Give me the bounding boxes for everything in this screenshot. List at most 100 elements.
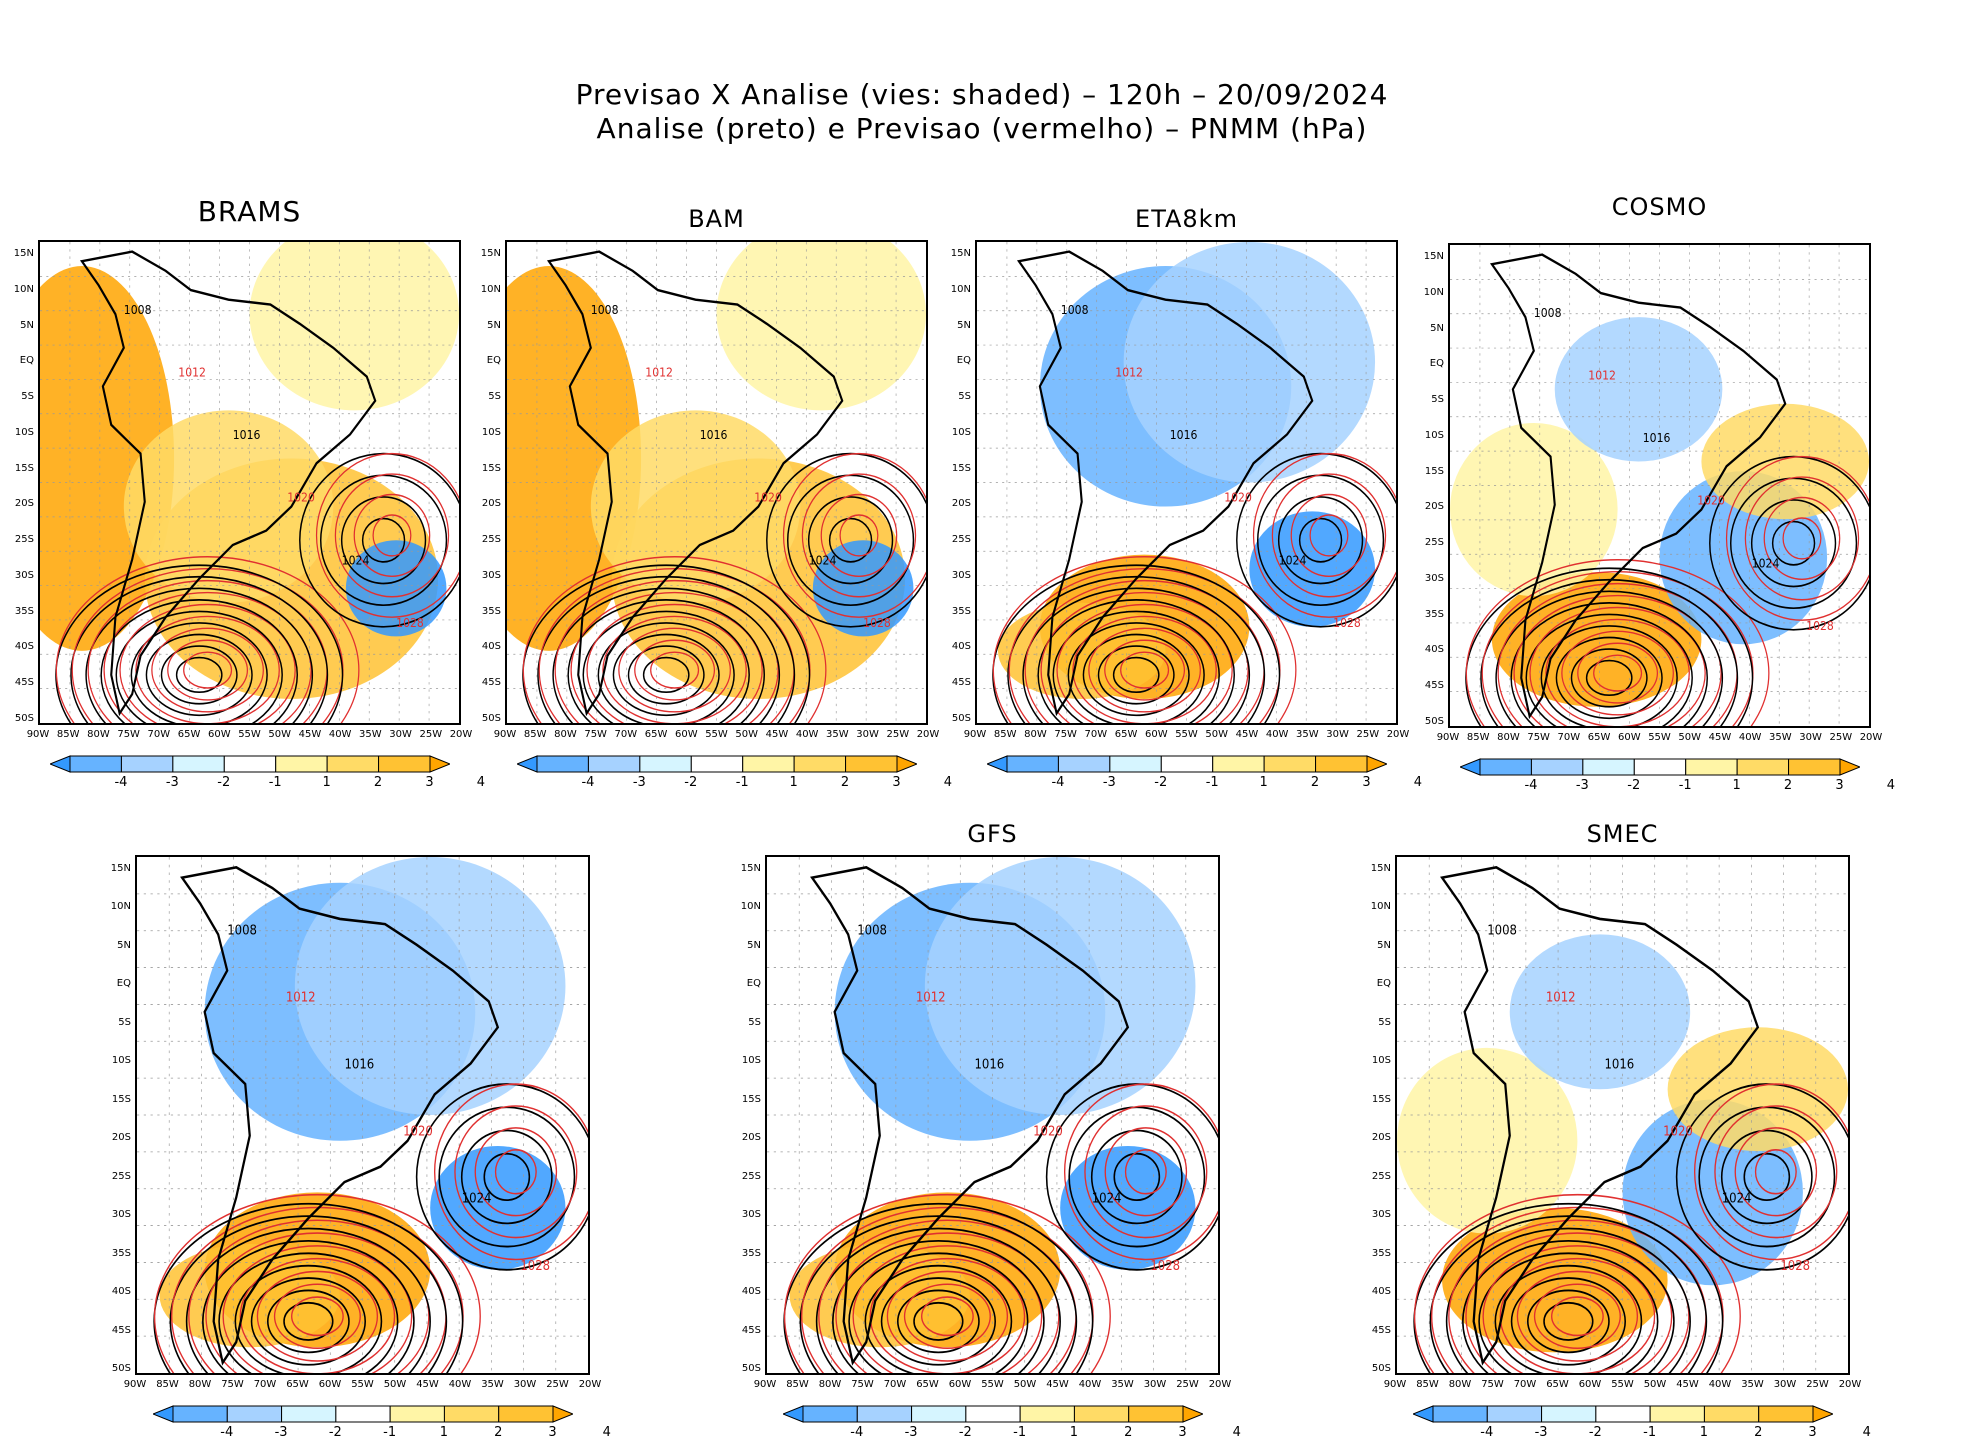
lat-tick-label: 50S [14, 713, 34, 724]
contour-label: 1012 [178, 365, 206, 380]
analysis-contour [612, 633, 720, 717]
colorbar-swatch [793, 755, 846, 773]
forecast-contour [353, 493, 431, 578]
analysis-contour [283, 1301, 334, 1341]
lat-tick-label: 35S [741, 1247, 761, 1259]
lat-tick-label: 25S [481, 534, 501, 546]
bias-shading-4 [1554, 317, 1723, 462]
lon-tick-label: 35W [1741, 1379, 1764, 1390]
analysis-contour [1022, 587, 1251, 723]
forecast-contour [903, 1283, 991, 1350]
colorbar-tick-label: -2 [328, 1425, 342, 1440]
lon-tick-label: 70W [883, 1379, 907, 1390]
lon-tick-label: 25W [1176, 1379, 1199, 1390]
colorbar-tick-label: -1 [268, 775, 282, 790]
forecast-contour [273, 1283, 361, 1350]
colorbar-swatch [389, 1405, 445, 1423]
analysis-contour [340, 496, 427, 585]
map-panel-eta8km: 1008 1012 1016 1020 1024 1028 [975, 240, 1398, 725]
figure-title-line1: Previsao X Analise (vies: shaded) – 120h… [575, 78, 1389, 111]
lon-tick-label: 75W [584, 729, 607, 740]
analysis-contour [100, 599, 298, 723]
colorbar-tick-label: 1 [439, 1425, 449, 1440]
lon-tick-label: 20W [1859, 732, 1883, 743]
contour-label: 1008 [591, 302, 619, 317]
colorbar-tick-label: -1 [735, 775, 749, 790]
analysis-contour [807, 496, 894, 585]
lat-tick-label: 20S [741, 1132, 761, 1144]
lat-tick-label: 50S [481, 713, 501, 724]
colorbar-swatch [172, 1405, 228, 1423]
lat-tick-label: EQ [746, 978, 761, 990]
colorbar-tick-label: 1 [1699, 1425, 1709, 1440]
forecast-contour [153, 1193, 481, 1373]
analysis-contour [1090, 1129, 1183, 1225]
forecast-contour [839, 514, 879, 557]
lat-tick-label: 50S [1424, 716, 1444, 727]
panel-title-brams: BRAMS [197, 195, 302, 228]
analysis-contour [1277, 496, 1364, 585]
lon-tick-label: 40W [448, 1379, 472, 1390]
lat-tick-label: 45S [1371, 1324, 1391, 1336]
lat-tick-label: 10S [14, 426, 34, 438]
forecast-contour [1104, 1127, 1188, 1217]
forecast-contour [167, 639, 249, 701]
forecast-contour [1124, 1149, 1167, 1195]
colorbar-swatch [1684, 758, 1738, 776]
contour-label: 1020 [287, 490, 315, 505]
colorbar-swatch [1581, 758, 1635, 776]
lat-tick-label: EQ [956, 355, 971, 367]
lat-tick-label: 20S [1424, 501, 1444, 513]
colorbar-swatch [1479, 758, 1532, 776]
lat-tick-label: 45S [951, 677, 971, 689]
lat-tick-label: 5N [487, 319, 501, 331]
colorbar-swatch [1019, 1405, 1075, 1423]
colorbar-swatch [1412, 1405, 1433, 1423]
colorbar-swatch [910, 1405, 966, 1423]
contour-label: 1012 [1588, 368, 1616, 383]
colorbar-tick-label: 4 [1413, 775, 1423, 790]
contour-label: 1028 [863, 615, 891, 630]
colorbar-swatch [1736, 758, 1789, 776]
lat-tick-label: 25S [14, 534, 34, 546]
lon-tick-label: 50W [735, 729, 759, 740]
colorbar-tick-label: -4 [114, 775, 128, 790]
lon-tick-label: 25W [1829, 732, 1853, 743]
lon-tick-label: 65W [177, 729, 201, 740]
colorbar-tick-label: -4 [1524, 778, 1538, 793]
colorbar-tick-label: 4 [602, 1425, 611, 1440]
forecast-contour [852, 1245, 1043, 1373]
lon-tick-label: 55W [1648, 732, 1671, 743]
analysis-contour [1495, 590, 1724, 726]
colorbar-tick-label: 3 [1835, 778, 1844, 793]
colorbar-tick-label: 4 [476, 775, 486, 790]
colorbar-swatch [552, 1405, 573, 1423]
lat-tick-label: 15N [480, 248, 501, 259]
map-panel-unnamed: 1008 1012 1016 1020 1024 1028 [135, 855, 590, 1375]
lat-tick-label: 35S [951, 605, 971, 617]
lon-tick-label: 90W [1383, 1379, 1407, 1390]
lon-tick-label: 85W [1466, 732, 1490, 743]
lat-tick-label: 20S [14, 498, 34, 510]
colorbar-swatch [896, 755, 917, 773]
forecast-contour [1516, 1270, 1639, 1362]
forecast-contour [1465, 1232, 1690, 1373]
forecast-contour [1545, 618, 1690, 726]
colorbar-tick-label: -3 [632, 775, 646, 790]
lon-tick-label: 45W [1708, 732, 1732, 743]
lon-tick-label: 40W [795, 729, 819, 740]
colorbar-tick-label: 3 [1362, 775, 1371, 790]
forecast-contour [1040, 591, 1249, 723]
lat-tick-label: 40S [111, 1286, 131, 1298]
lon-tick-label: 90W [123, 1379, 147, 1390]
lon-tick-label: 90W [26, 729, 50, 740]
analysis-contour [1113, 1152, 1161, 1202]
colorbar-swatch [856, 1405, 912, 1423]
forecast-contour [291, 1296, 344, 1337]
colorbar-tick-label: 3 [548, 1425, 557, 1440]
lat-tick-label: 30S [1371, 1209, 1391, 1221]
colorbar-swatch [69, 755, 122, 773]
panel-title-eta8km: ETA8km [1135, 205, 1238, 233]
analysis-contour [218, 1252, 399, 1373]
lat-tick-label: 15S [14, 462, 34, 474]
